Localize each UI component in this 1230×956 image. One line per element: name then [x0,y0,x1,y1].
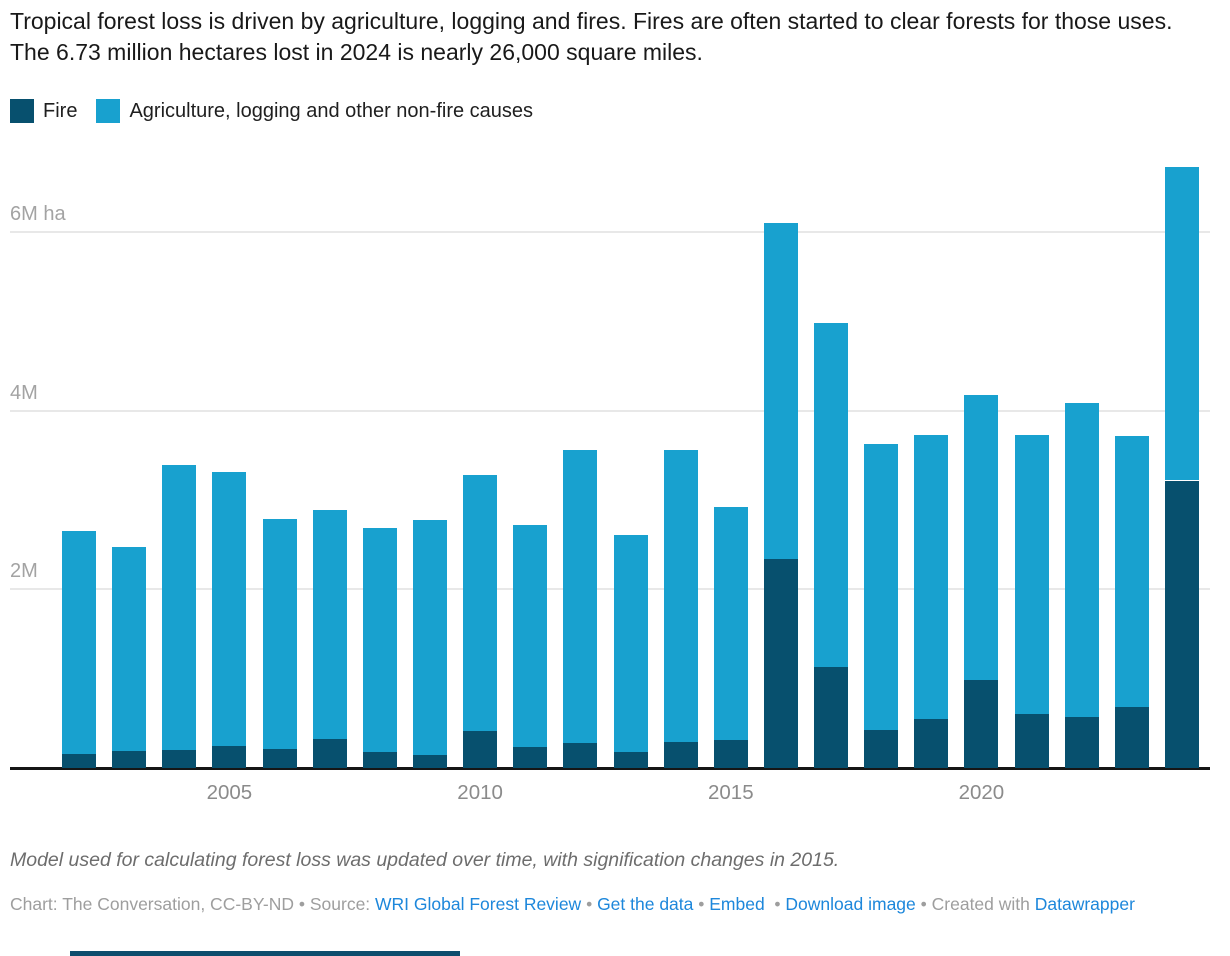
bar-2019-nonfire-segment[interactable] [914,434,949,719]
bar-2012-fire-segment[interactable] [563,743,598,768]
y-tick-label-6m: 6M ha [10,203,66,225]
attribution-link-wri-global-forest-review[interactable]: WRI Global Forest Review [375,894,582,914]
bar-2024-nonfire-segment[interactable] [1165,167,1199,481]
bottom-strip [70,951,460,956]
legend-label: Fire [43,99,78,122]
y-tick-label-2m: 2M [10,560,38,582]
attribution-text: • [581,894,598,914]
attribution-text: • [764,894,786,914]
attribution-text: Chart: The Conversation, CC-BY-ND • Sour… [10,894,376,914]
bar-2008-nonfire-segment[interactable] [362,527,397,752]
bar-2013-fire-segment[interactable] [613,751,648,768]
bar-2009-fire-segment[interactable] [413,754,447,768]
bar-2018-fire-segment[interactable] [864,729,899,768]
x-tick-label-2010: 2010 [457,781,503,804]
attribution-link-get-the-data[interactable]: Get the data [597,894,694,914]
x-tick-label-2005: 2005 [206,781,253,804]
legend-swatch-icon [10,99,34,123]
gridline-6m [10,231,1210,233]
bar-2023-fire-segment[interactable] [1114,707,1149,768]
bar-2012-nonfire-segment[interactable] [563,450,598,743]
bar-2020-nonfire-segment[interactable] [964,394,999,680]
bar-2017-fire-segment[interactable] [814,667,848,768]
legend-item-fire: Fire [10,99,77,123]
y-tick-label-4m: 4M [10,382,38,404]
bar-2014-nonfire-segment[interactable] [663,450,698,743]
bar-2015-fire-segment[interactable] [713,740,748,768]
bar-2005-fire-segment[interactable] [212,745,247,768]
bar-2023-nonfire-segment[interactable] [1114,435,1149,708]
bar-2011-fire-segment[interactable] [513,746,548,768]
bar-2007-nonfire-segment[interactable] [312,509,347,740]
x-axis-line [10,767,1210,770]
bar-2003-fire-segment[interactable] [112,751,147,768]
bar-2022-fire-segment[interactable] [1064,717,1099,768]
bar-2016-nonfire-segment[interactable] [763,223,798,560]
bar-2009-nonfire-segment[interactable] [413,519,447,755]
bar-2010-nonfire-segment[interactable] [463,475,498,732]
chart-title: Tropical forest loss is driven by agricu… [10,8,1173,65]
gridline-2m [10,588,1210,590]
attribution-text: • [693,894,710,914]
attribution-link-datawrapper[interactable]: Datawrapper [1034,894,1135,914]
bar-2022-nonfire-segment[interactable] [1064,402,1099,718]
legend-swatch-icon [96,99,121,123]
bar-2017-nonfire-segment[interactable] [814,323,848,668]
bar-2003-nonfire-segment[interactable] [112,547,147,751]
attribution: Chart: The Conversation, CC-BY-ND • Sour… [10,892,1218,917]
bar-2021-fire-segment[interactable] [1014,714,1049,768]
bar-2020-fire-segment[interactable] [964,679,999,768]
bar-2004-nonfire-segment[interactable] [162,465,197,751]
x-tick-label-2020: 2020 [958,781,1005,804]
bar-2018-nonfire-segment[interactable] [864,443,899,730]
bar-2010-fire-segment[interactable] [463,731,498,768]
bar-2021-nonfire-segment[interactable] [1014,434,1049,715]
bar-2006-nonfire-segment[interactable] [262,518,297,750]
bar-2002-nonfire-segment[interactable] [62,531,96,754]
bar-2007-fire-segment[interactable] [312,739,347,768]
bar-2016-fire-segment[interactable] [763,559,798,768]
footnote: Model used for calculating forest loss w… [10,849,840,871]
bar-2014-fire-segment[interactable] [663,742,698,768]
attribution-text: • Created with [915,894,1035,914]
bar-2015-nonfire-segment[interactable] [713,507,748,741]
bar-2006-fire-segment[interactable] [262,749,297,768]
bar-2011-nonfire-segment[interactable] [513,525,548,747]
gridline-4m [10,410,1210,412]
bar-2019-fire-segment[interactable] [914,718,949,768]
attribution-link-download-image[interactable]: Download image [785,894,916,914]
bar-2002-fire-segment[interactable] [62,753,96,768]
legend: Fire Agriculture, logging and other non-f… [10,99,533,123]
legend-label: Agriculture, logging and other non-fire … [129,99,534,122]
bar-2005-nonfire-segment[interactable] [212,472,247,746]
bar-2004-fire-segment[interactable] [162,750,197,768]
attribution-link-embed[interactable]: Embed [709,894,765,914]
bar-2024-fire-segment[interactable] [1165,480,1199,768]
x-tick-label-2015: 2015 [707,781,754,804]
bar-2013-nonfire-segment[interactable] [613,534,648,752]
bar-2008-fire-segment[interactable] [362,751,397,768]
legend-item-non-fire: Agriculture, logging and other non-fire … [96,99,533,123]
